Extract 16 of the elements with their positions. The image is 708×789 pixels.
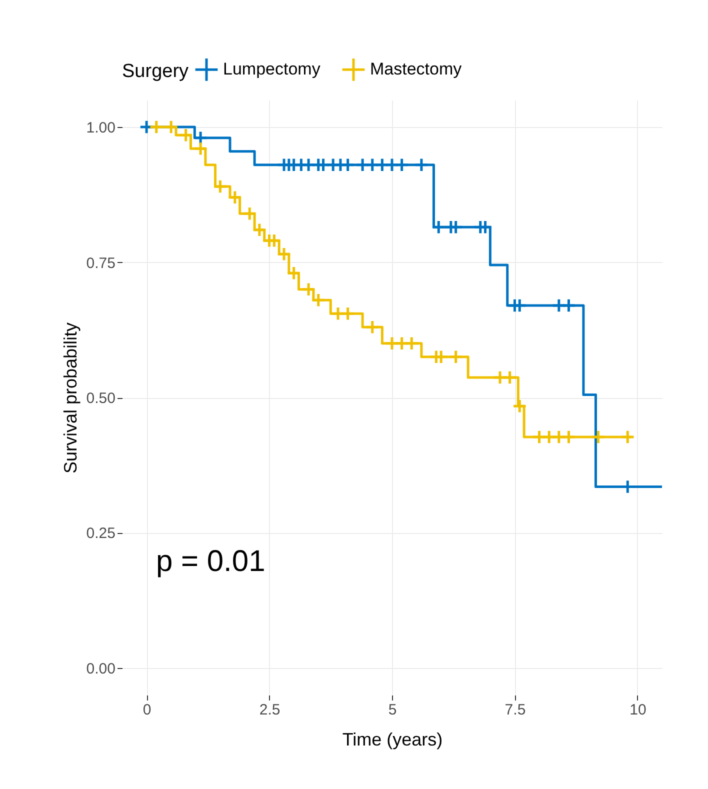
y-tick-label: 0.00 <box>86 660 116 678</box>
y-tick-label: 0.75 <box>86 254 116 272</box>
y-tick-label: 0.50 <box>86 390 116 407</box>
legend-label: Mastectomy <box>370 60 462 79</box>
x-tick-label: 5 <box>388 702 397 718</box>
y-tick-label: 1.00 <box>86 120 116 137</box>
legend-label: Lumpectomy <box>223 60 321 79</box>
legend-title: Surgery <box>122 61 190 82</box>
x-tick-label: 7.5 <box>504 702 526 718</box>
x-tick-label: 10 <box>630 702 646 718</box>
y-axis-title: Survival probability <box>60 322 80 474</box>
x-axis-title: Time (years) <box>342 730 443 750</box>
y-tick-label: 0.25 <box>86 525 116 542</box>
x-tick-label: 2.5 <box>259 702 280 718</box>
annotation: p = 0.01 <box>156 545 266 578</box>
x-tick-label: 0 <box>142 702 152 718</box>
